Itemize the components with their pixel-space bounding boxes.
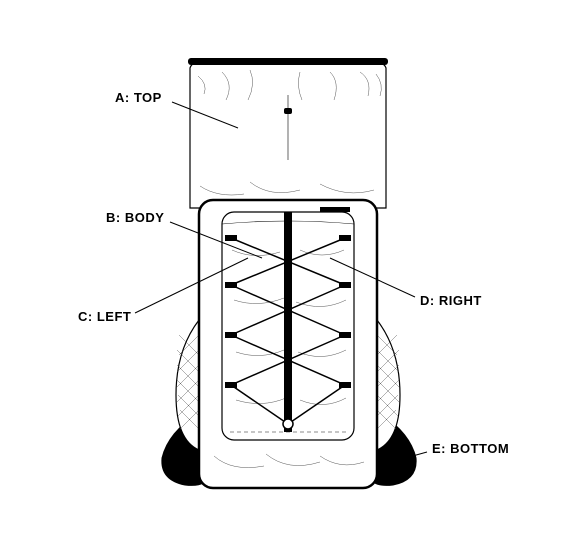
center-strap	[284, 212, 292, 432]
label-a-top: A: TOP	[115, 90, 162, 105]
diagram-canvas: A: TOP B: BODY C: LEFT D: RIGHT E: BOTTO…	[0, 0, 583, 549]
top-rim	[188, 58, 388, 65]
top-cord-toggle	[284, 108, 292, 114]
pocket-top-tag	[320, 207, 350, 212]
label-c-left: C: LEFT	[78, 309, 131, 324]
backpack-drawing	[0, 0, 583, 549]
label-e-bottom: E: BOTTOM	[432, 441, 509, 456]
label-d-right: D: RIGHT	[420, 293, 482, 308]
label-b-body: B: BODY	[106, 210, 164, 225]
cord-ring	[283, 419, 293, 429]
